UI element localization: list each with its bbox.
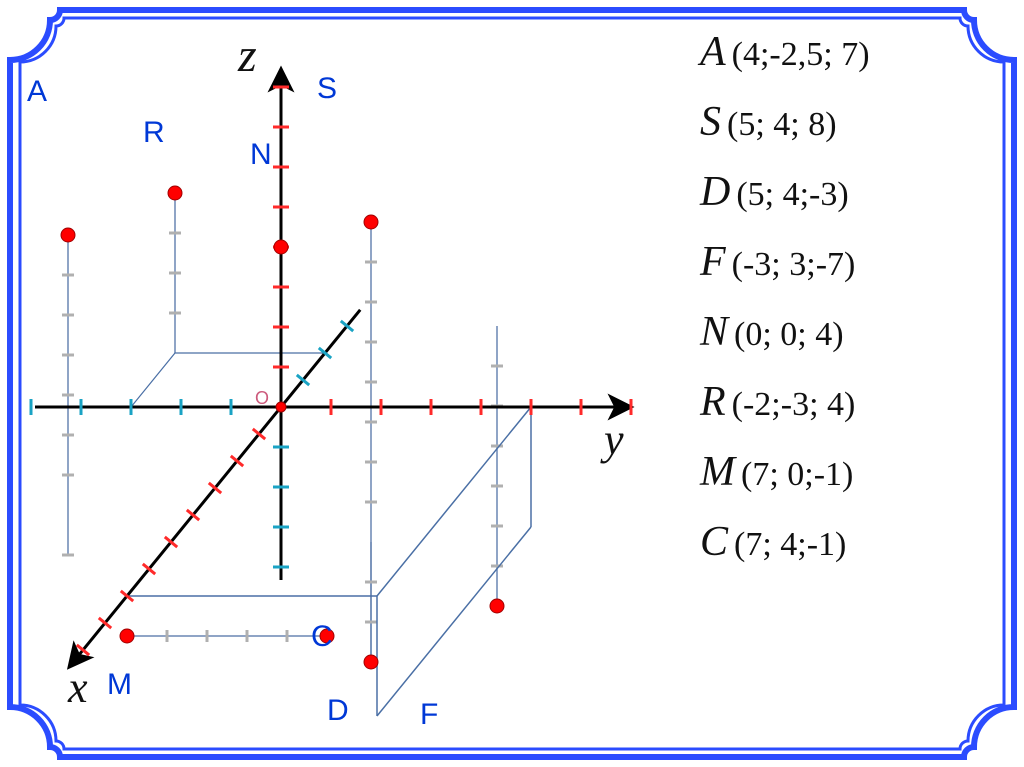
coord-list: A(4;-2,5; 7) S(5; 4; 8) D(5; 4;-3) F(-3; 3;… [700, 28, 1000, 588]
coord-values: (0; 0; 4) [734, 316, 844, 353]
point-label-a: A [27, 75, 47, 109]
point-r [168, 186, 182, 200]
point-n [274, 240, 288, 254]
coord-letter: F [700, 239, 726, 285]
coord-values: (5; 4; 8) [727, 106, 837, 143]
coord-letter: M [700, 449, 735, 495]
point-label-c: C [311, 620, 333, 654]
coord-letter: D [700, 169, 730, 215]
coord-row-n: N(0; 0; 4) [700, 308, 1000, 356]
coord-row-a: A(4;-2,5; 7) [700, 28, 1000, 76]
point-a [61, 228, 75, 242]
point-s [364, 215, 378, 229]
point-m [120, 629, 134, 643]
coord-row-c: C(7; 4;-1) [700, 518, 1000, 566]
coord-letter: A [700, 29, 726, 75]
axis-label-y: y [604, 414, 624, 465]
coord-letter: C [700, 519, 728, 565]
origin-label: O [255, 388, 269, 409]
coord-values: (7; 0;-1) [741, 456, 853, 493]
coord-row-s: S(5; 4; 8) [700, 98, 1000, 146]
coord-values: (5; 4;-3) [736, 176, 848, 213]
point-label-d: D [327, 694, 349, 728]
coord-row-d: D(5; 4;-3) [700, 168, 1000, 216]
point-label-f: F [420, 698, 438, 732]
coord-values: (7; 4;-1) [734, 526, 846, 563]
point-label-m: M [107, 668, 132, 702]
axis-label-x: x [68, 662, 88, 713]
coord-values: (4;-2,5; 7) [732, 36, 870, 73]
coord-letter: N [700, 309, 728, 355]
coord-values: (-3; 3;-7) [732, 246, 856, 283]
point-label-r: R [143, 116, 165, 150]
point-d [364, 655, 378, 669]
point-f [490, 599, 504, 613]
point-label-n: N [250, 138, 272, 172]
coord-letter: R [700, 379, 726, 425]
coord-letter: S [700, 99, 721, 145]
coord-row-m: M(7; 0;-1) [700, 448, 1000, 496]
axis-label-z: z [238, 28, 257, 83]
coord-values: (-2;-3; 4) [732, 386, 856, 423]
point-label-s: S [317, 72, 337, 106]
coord-row-f: F(-3; 3;-7) [700, 238, 1000, 286]
coord-row-r: R(-2;-3; 4) [700, 378, 1000, 426]
